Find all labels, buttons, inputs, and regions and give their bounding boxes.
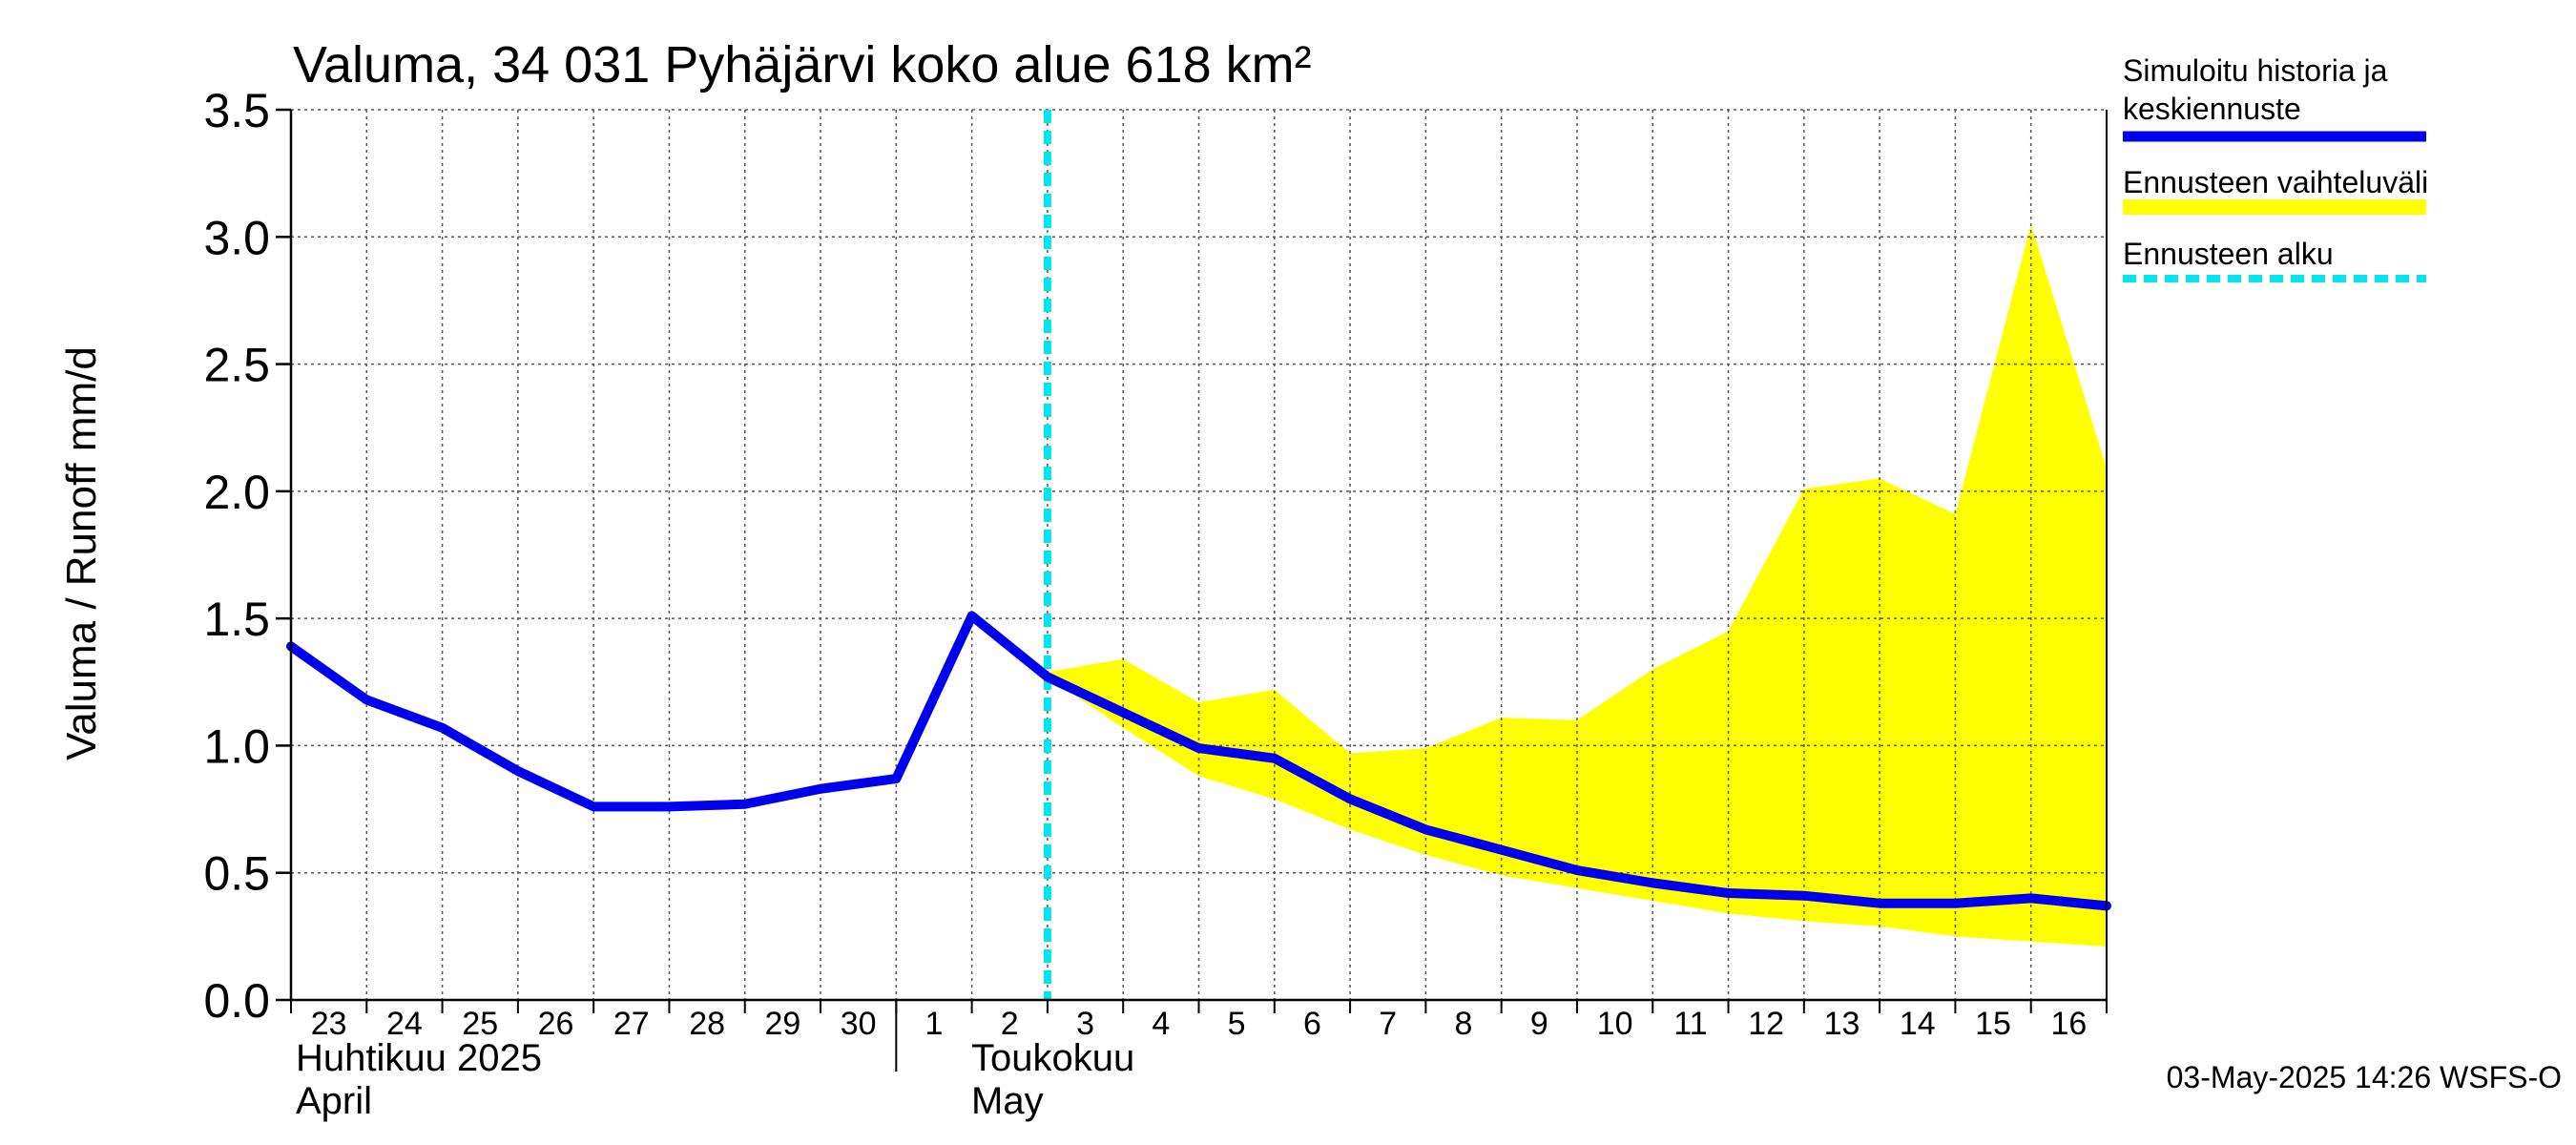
y-axis-label: Valuma / Runoff mm/d	[58, 346, 105, 760]
x-tick-label: 11	[1673, 1006, 1707, 1042]
y-tick-label: 3.0	[203, 211, 270, 264]
data-point	[668, 805, 671, 808]
legend-label-band: Ennusteen vaihteluväli	[2123, 165, 2428, 199]
x-tick-label: 25	[462, 1006, 498, 1042]
data-point	[1424, 828, 1427, 831]
x-tick-label: 10	[1597, 1006, 1633, 1042]
x-tick-label: 24	[386, 1006, 423, 1042]
x-tick-label: 29	[764, 1006, 800, 1042]
chart-title: Valuma, 34 031 Pyhäjärvi koko alue 618 k…	[293, 36, 1312, 94]
x-tick-label: 26	[538, 1006, 574, 1042]
x-tick-label: 28	[689, 1006, 725, 1042]
data-point	[1046, 676, 1049, 678]
y-tick-label: 1.5	[203, 593, 270, 646]
month-label-april-en: April	[296, 1080, 372, 1122]
data-point	[1197, 747, 1200, 750]
data-point	[1954, 902, 1957, 905]
x-tick-label: 2	[1001, 1006, 1019, 1042]
data-point	[743, 802, 746, 805]
forecast-range-band-layer	[1047, 223, 2107, 947]
x-tick-label: 27	[613, 1006, 650, 1042]
legend-label-forecast-start: Ennusteen alku	[2123, 237, 2334, 271]
data-point	[820, 787, 822, 790]
month-label-may-en: May	[971, 1080, 1044, 1122]
x-tick-label: 3	[1076, 1006, 1094, 1042]
x-tick-label: 14	[1900, 1006, 1936, 1042]
data-point	[1652, 882, 1654, 885]
data-point	[1349, 798, 1352, 801]
x-tick-label: 9	[1530, 1006, 1548, 1042]
y-tick-label: 3.5	[203, 84, 270, 137]
data-point	[970, 614, 973, 617]
x-tick-label: 8	[1455, 1006, 1473, 1042]
x-tick-label: 4	[1152, 1006, 1170, 1042]
x-tick-label: 16	[2050, 1006, 2087, 1042]
data-point	[1727, 892, 1730, 895]
legend: Simuloitu historia ja keskiennuste Ennus…	[2123, 53, 2428, 282]
data-point	[2029, 897, 2032, 900]
series-line-layer	[286, 110, 2111, 1000]
data-point	[1273, 757, 1276, 760]
data-point	[592, 805, 595, 808]
data-point	[365, 698, 368, 701]
data-point	[895, 778, 898, 781]
x-tick-label: 1	[925, 1006, 944, 1042]
data-point	[441, 726, 444, 729]
data-point	[1879, 902, 1881, 905]
y-tick-label: 0.0	[203, 974, 270, 1028]
x-tick-label: 6	[1303, 1006, 1321, 1042]
x-tick-label: 5	[1228, 1006, 1246, 1042]
month-label-april-fi: Huhtikuu 2025	[296, 1037, 542, 1079]
x-tick-label: 30	[841, 1006, 877, 1042]
forecast-range-band	[1047, 223, 2107, 947]
data-point	[1575, 869, 1578, 872]
axis-layer: 0.00.51.01.52.02.53.03.523 24 25 26 27 28 29 30…	[203, 84, 2108, 1072]
y-tick-label: 2.5	[203, 339, 270, 392]
data-point	[1802, 894, 1805, 897]
timestamp: 03-May-2025 14:26 WSFS-O	[2167, 1060, 2562, 1094]
y-tick-label: 0.5	[203, 847, 270, 901]
x-tick-label: 15	[1975, 1006, 2011, 1042]
legend-label-series-line2: keskiennuste	[2123, 92, 2301, 126]
legend-label-series-line1: Simuloitu historia ja	[2123, 53, 2388, 88]
x-tick-label: 13	[1824, 1006, 1860, 1042]
y-tick-label: 1.0	[203, 719, 270, 773]
x-tick-label: 7	[1379, 1006, 1397, 1042]
x-tick-label: 12	[1748, 1006, 1784, 1042]
data-point	[1122, 711, 1125, 714]
x-tick-label: 23	[311, 1006, 347, 1042]
data-point	[1500, 848, 1503, 851]
data-point	[516, 770, 519, 773]
month-label-may-fi: Toukokuu	[971, 1037, 1134, 1079]
y-tick-label: 2.0	[203, 466, 270, 519]
